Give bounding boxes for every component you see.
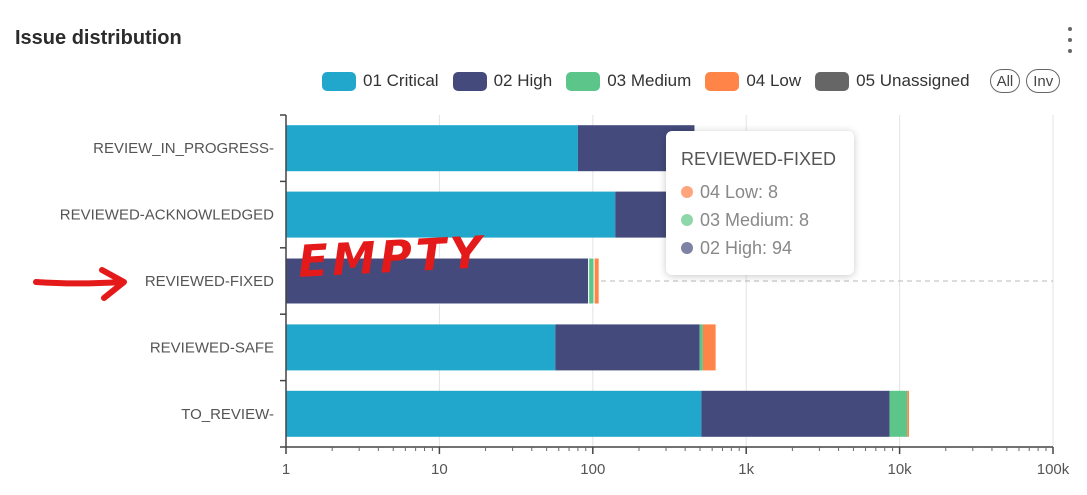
tooltip-row: 02 High: 94 [681, 234, 854, 262]
legend: 01 Critical 02 High 03 Medium 04 Low 05 … [322, 68, 1061, 94]
tooltip-row-label: 02 High: 94 [700, 237, 793, 258]
bar-01-critical [286, 324, 556, 371]
chart-title: Issue distribution [15, 27, 182, 49]
bar-03-medium [889, 390, 908, 437]
x-tick-label: 1k [738, 461, 754, 478]
legend-item-critical[interactable]: 01 Critical [322, 71, 439, 91]
more-options-icon[interactable] [1062, 27, 1078, 53]
x-tick-label: 10k [888, 461, 913, 478]
legend-swatch [452, 71, 487, 91]
legend-label: 02 High [493, 71, 553, 90]
tooltip-dot-icon [681, 214, 693, 226]
tooltip-dot-icon [681, 242, 693, 254]
tooltip-row: 03 Medium: 8 [681, 206, 854, 234]
tooltip: REVIEWED-FIXED 04 Low: 8 03 Medium: 8 02… [666, 131, 854, 275]
bar-04-low [593, 257, 600, 305]
legend-item-low[interactable]: 04 Low [705, 71, 801, 91]
legend-swatch [566, 71, 601, 91]
empty-annotation: EMPTY [296, 227, 488, 288]
y-tick-label: REVIEWED-ACKNOWLEDGED [60, 207, 274, 224]
legend-select-all-button[interactable]: All [989, 69, 1021, 93]
tooltip-row: 04 Low: 8 [681, 178, 854, 206]
legend-swatch [815, 71, 850, 91]
tooltip-title: REVIEWED-FIXED [681, 149, 837, 169]
bar-02-high [555, 324, 700, 371]
bar-04-low [907, 390, 909, 437]
legend-swatch [705, 71, 740, 91]
legend-item-medium[interactable]: 03 Medium [566, 71, 691, 91]
bar-01-critical [286, 390, 702, 437]
x-tick-label: 100 [580, 461, 605, 478]
y-tick-label: REVIEW_IN_PROGRESS- [93, 140, 274, 157]
y-tick-label: TO_REVIEW- [181, 406, 274, 423]
x-tick-label: 100k [1037, 461, 1070, 478]
tooltip-row-label: 03 Medium: 8 [700, 209, 810, 230]
y-tick-label: REVIEWED-FIXED [145, 273, 274, 290]
legend-item-high[interactable]: 02 High [452, 71, 553, 91]
bar-03-medium [588, 257, 595, 305]
legend-invert-button[interactable]: Inv [1026, 69, 1061, 93]
legend-swatch [322, 71, 356, 91]
bar-04-low [702, 324, 716, 371]
bar-01-critical [286, 191, 616, 238]
x-tick-label: 10 [431, 461, 448, 478]
bar-03-medium [699, 324, 703, 371]
tooltip-row-label: 04 Low: 8 [700, 181, 779, 202]
x-tick-label: 1 [282, 461, 290, 478]
legend-label: 04 Low [746, 71, 802, 90]
tooltip-dot-icon [681, 186, 693, 198]
legend-label: 03 Medium [607, 71, 692, 90]
bar-02-high [701, 390, 890, 437]
red-arrow-icon [33, 267, 127, 301]
legend-label: 05 Unassigned [856, 71, 970, 90]
legend-item-unassigned[interactable]: 05 Unassigned [815, 71, 970, 91]
bar-01-critical [286, 125, 578, 172]
bar-02-high [285, 257, 590, 305]
y-tick-label: REVIEWED-SAFE [150, 339, 274, 356]
legend-label: 01 Critical [363, 71, 439, 90]
